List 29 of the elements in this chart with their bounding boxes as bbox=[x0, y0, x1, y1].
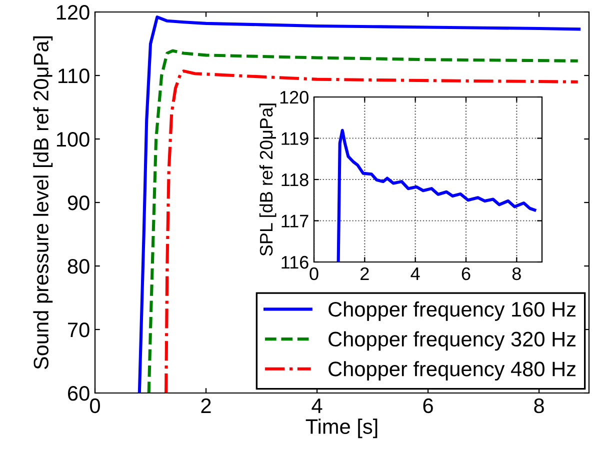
y-tick-label: 110 bbox=[58, 68, 90, 84]
y-axis-title: Sound pressure level [dB ref 20μPa] bbox=[33, 36, 53, 370]
y-tick-label: 90 bbox=[68, 196, 90, 210]
legend-label: Chopper frequency 480 Hz bbox=[328, 361, 576, 380]
x-tick-label: 4 bbox=[312, 398, 322, 413]
x-tick-label: 2 bbox=[201, 398, 211, 413]
y-tick-label: 119 bbox=[282, 132, 308, 145]
line-series bbox=[336, 128, 536, 262]
x-tick-label: 8 bbox=[534, 398, 544, 414]
x-tick-label: 6 bbox=[423, 398, 433, 414]
legend-label: Chopper frequency 320 Hz bbox=[328, 331, 576, 351]
x-tick-label: 8 bbox=[512, 267, 521, 280]
x-axis-title: Time [s] bbox=[306, 418, 378, 438]
y-tick-label: 120 bbox=[280, 90, 308, 104]
x-tick-label: 0 bbox=[310, 267, 318, 280]
x-tick-label: 6 bbox=[462, 267, 470, 280]
y-tick-label: 100 bbox=[56, 132, 90, 147]
y-axis-title: SPL [dB ref 20μPa] bbox=[259, 104, 276, 256]
legend-label: Chopper frequency 160 Hz bbox=[328, 301, 576, 321]
x-tick-label: 0 bbox=[90, 398, 100, 414]
y-tick-label: 120 bbox=[56, 5, 90, 20]
y-tick-label: 116 bbox=[282, 256, 308, 269]
y-tick-label: 70 bbox=[68, 322, 90, 338]
x-tick-label: 2 bbox=[360, 267, 369, 280]
y-tick-label: 117 bbox=[282, 214, 308, 228]
y-tick-label: 80 bbox=[68, 259, 90, 274]
x-tick-label: 4 bbox=[410, 268, 420, 280]
y-tick-label: 60 bbox=[68, 386, 90, 401]
y-tick-label: 118 bbox=[282, 173, 308, 186]
